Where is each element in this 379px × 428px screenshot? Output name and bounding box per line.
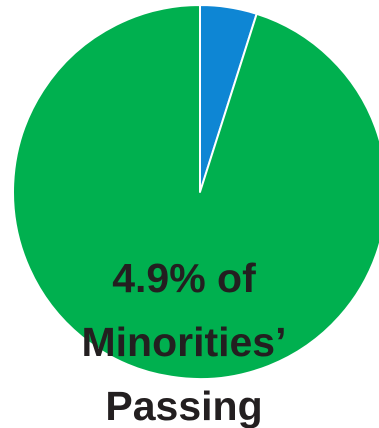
pie-slice-1 bbox=[12, 4, 379, 380]
annotation-line-1: 4.9% of bbox=[112, 255, 256, 301]
annotation-line-2: Minorities’ bbox=[81, 319, 287, 365]
annotation-line-3: Passing bbox=[105, 383, 263, 428]
